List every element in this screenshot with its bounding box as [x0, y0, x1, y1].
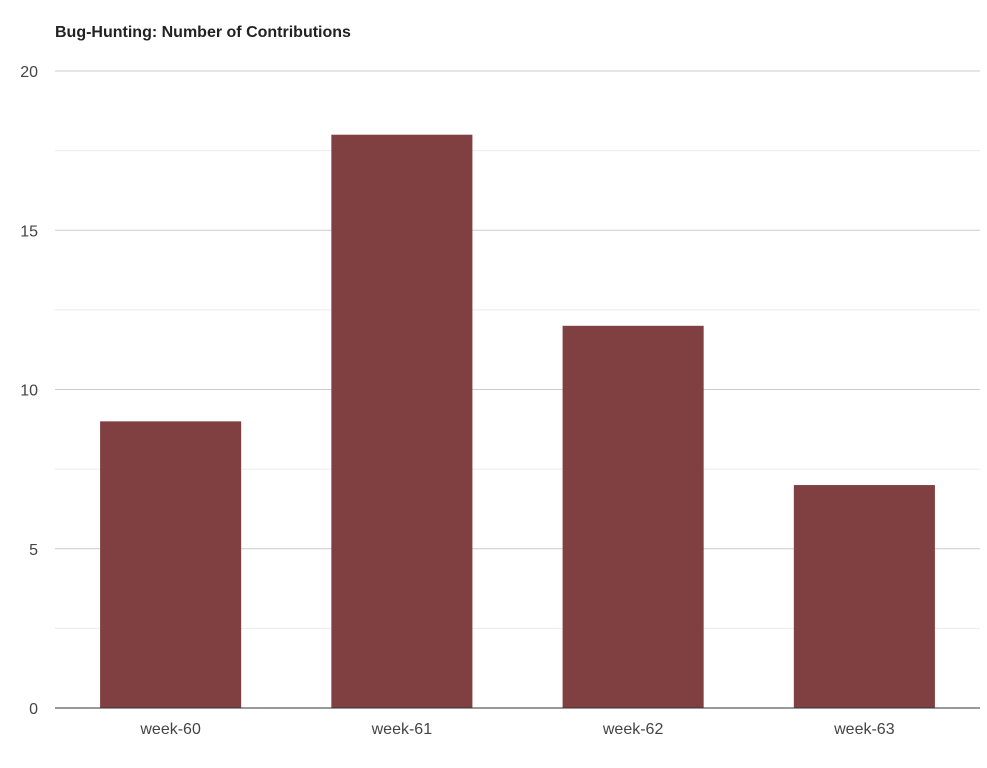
- x-tick-label: week-61: [371, 721, 433, 738]
- y-tick-label: 15: [20, 223, 38, 240]
- chart-title: Bug-Hunting: Number of Contributions: [55, 24, 351, 41]
- bar-week-63: [793, 485, 935, 708]
- y-tick-label: 20: [20, 64, 38, 81]
- bar-week-62: [562, 325, 704, 708]
- y-tick-label: 0: [29, 701, 38, 718]
- bar-week-60: [100, 421, 242, 708]
- bar-week-61: [331, 134, 473, 708]
- gridlines: [55, 70, 980, 629]
- bars: [100, 134, 935, 708]
- y-tick-label: 10: [20, 383, 38, 400]
- x-tick-label: week-60: [139, 721, 201, 738]
- x-tick-label: week-63: [833, 721, 895, 738]
- y-tick-label: 5: [29, 542, 38, 559]
- x-tick-label: week-62: [602, 721, 664, 738]
- tick-labels: 0 5 10 15 20 week-60 week-61 week-62 week-63: [20, 64, 895, 738]
